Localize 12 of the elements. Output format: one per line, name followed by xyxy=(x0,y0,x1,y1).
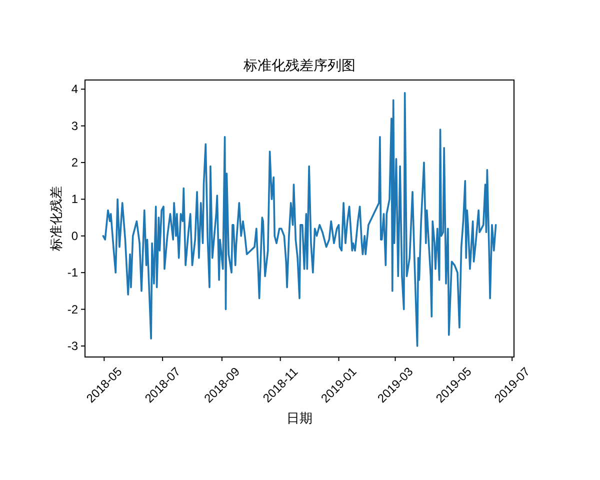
y-axis-title: 标准化残差 xyxy=(48,186,64,252)
y-tick-label: 1 xyxy=(71,192,78,206)
y-tick-label: -3 xyxy=(67,338,78,353)
y-tick-label: 0 xyxy=(71,228,78,243)
y-tick-label: 2 xyxy=(71,156,78,170)
chart-title: 标准化残差序列图 xyxy=(242,57,356,73)
y-tick-label: 3 xyxy=(71,118,78,133)
y-tick-label: 4 xyxy=(71,82,78,96)
y-tick-label: -1 xyxy=(67,266,78,280)
line-series xyxy=(102,92,497,347)
y-tick-label: -2 xyxy=(67,302,78,316)
x-axis-title: 日期 xyxy=(286,410,312,426)
